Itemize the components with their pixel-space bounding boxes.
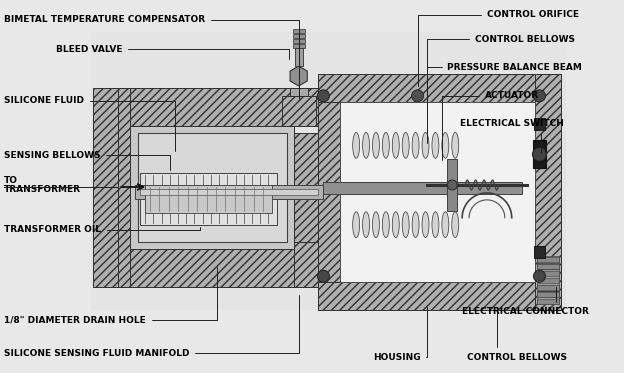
Bar	[140, 189, 318, 195]
Bar	[294, 88, 321, 126]
Ellipse shape	[363, 212, 369, 238]
Circle shape	[318, 270, 329, 282]
Bar	[532, 140, 547, 168]
Ellipse shape	[373, 132, 379, 158]
Ellipse shape	[452, 132, 459, 158]
Ellipse shape	[402, 212, 409, 238]
Bar	[119, 88, 130, 287]
Bar	[295, 48, 303, 66]
Text: SILICONE SENSING FLUID MANIFOLD: SILICONE SENSING FLUID MANIFOLD	[4, 295, 299, 358]
Circle shape	[447, 180, 457, 190]
Bar	[318, 102, 340, 282]
Bar	[535, 74, 561, 310]
Text: ACTUATOR: ACTUATOR	[442, 91, 539, 160]
Bar	[318, 74, 561, 102]
Ellipse shape	[402, 132, 409, 158]
Text: PRESSURE BALANCE BEAM: PRESSURE BALANCE BEAM	[427, 63, 582, 142]
Text: CONTROL ORIFICE: CONTROL ORIFICE	[417, 10, 579, 86]
Bar	[92, 88, 122, 287]
Circle shape	[412, 90, 424, 102]
Bar	[537, 257, 559, 262]
Text: SILICONE FLUID: SILICONE FLUID	[4, 96, 175, 151]
Text: CONTROL BELLOWS: CONTROL BELLOWS	[467, 307, 567, 362]
Circle shape	[534, 90, 545, 102]
Bar	[534, 117, 545, 129]
Bar	[90, 32, 566, 310]
Ellipse shape	[432, 212, 439, 238]
Bar	[293, 44, 305, 48]
Ellipse shape	[383, 132, 389, 158]
Ellipse shape	[412, 132, 419, 158]
Bar	[293, 39, 305, 43]
Ellipse shape	[412, 212, 419, 238]
Bar	[135, 185, 323, 199]
Bar	[290, 88, 308, 96]
Circle shape	[534, 270, 545, 282]
Bar	[537, 264, 559, 269]
Ellipse shape	[392, 212, 399, 238]
Bar	[294, 134, 321, 242]
Text: SENSING BELLOWS: SENSING BELLOWS	[4, 151, 170, 170]
Ellipse shape	[432, 132, 439, 158]
Bar	[323, 182, 522, 194]
Bar	[282, 96, 316, 126]
Circle shape	[532, 147, 547, 161]
Ellipse shape	[452, 212, 459, 238]
Text: 1/8" DIAMETER DRAIN HOLE: 1/8" DIAMETER DRAIN HOLE	[4, 267, 217, 324]
Bar	[130, 126, 294, 250]
Polygon shape	[290, 66, 307, 86]
Ellipse shape	[392, 132, 399, 158]
Text: BLEED VALVE: BLEED VALVE	[56, 45, 289, 59]
Ellipse shape	[422, 212, 429, 238]
Text: ELECTRICAL SWITCH: ELECTRICAL SWITCH	[460, 119, 564, 153]
Bar	[534, 247, 545, 258]
Bar	[293, 34, 305, 38]
Bar	[537, 285, 559, 290]
Bar	[318, 282, 561, 310]
Text: BIMETAL TEMPERATURE COMPENSATOR: BIMETAL TEMPERATURE COMPENSATOR	[4, 15, 299, 99]
Bar	[537, 292, 559, 297]
Ellipse shape	[363, 132, 369, 158]
Bar	[537, 299, 559, 304]
Bar	[119, 250, 316, 287]
Bar	[447, 159, 457, 211]
Ellipse shape	[422, 132, 429, 158]
Ellipse shape	[442, 132, 449, 158]
Text: TRANSFORMER: TRANSFORMER	[4, 185, 81, 194]
Bar	[537, 271, 559, 276]
Bar	[145, 185, 272, 213]
Bar	[340, 102, 535, 282]
Text: TO: TO	[4, 176, 18, 185]
Bar	[294, 242, 321, 287]
Text: ELECTRICAL CONNECTOR: ELECTRICAL CONNECTOR	[462, 287, 589, 316]
Text: HOUSING: HOUSING	[373, 307, 427, 362]
Bar	[119, 88, 316, 126]
Ellipse shape	[383, 212, 389, 238]
Text: TRANSFORMER OIL: TRANSFORMER OIL	[4, 225, 200, 234]
Ellipse shape	[442, 212, 449, 238]
Text: CONTROL BELLOWS: CONTROL BELLOWS	[427, 35, 575, 113]
Circle shape	[318, 90, 329, 102]
Ellipse shape	[373, 212, 379, 238]
Bar	[537, 256, 559, 304]
Bar	[537, 278, 559, 283]
Ellipse shape	[353, 132, 359, 158]
Bar	[140, 173, 277, 225]
Ellipse shape	[353, 212, 359, 238]
Bar	[138, 134, 287, 242]
Bar	[293, 29, 305, 34]
